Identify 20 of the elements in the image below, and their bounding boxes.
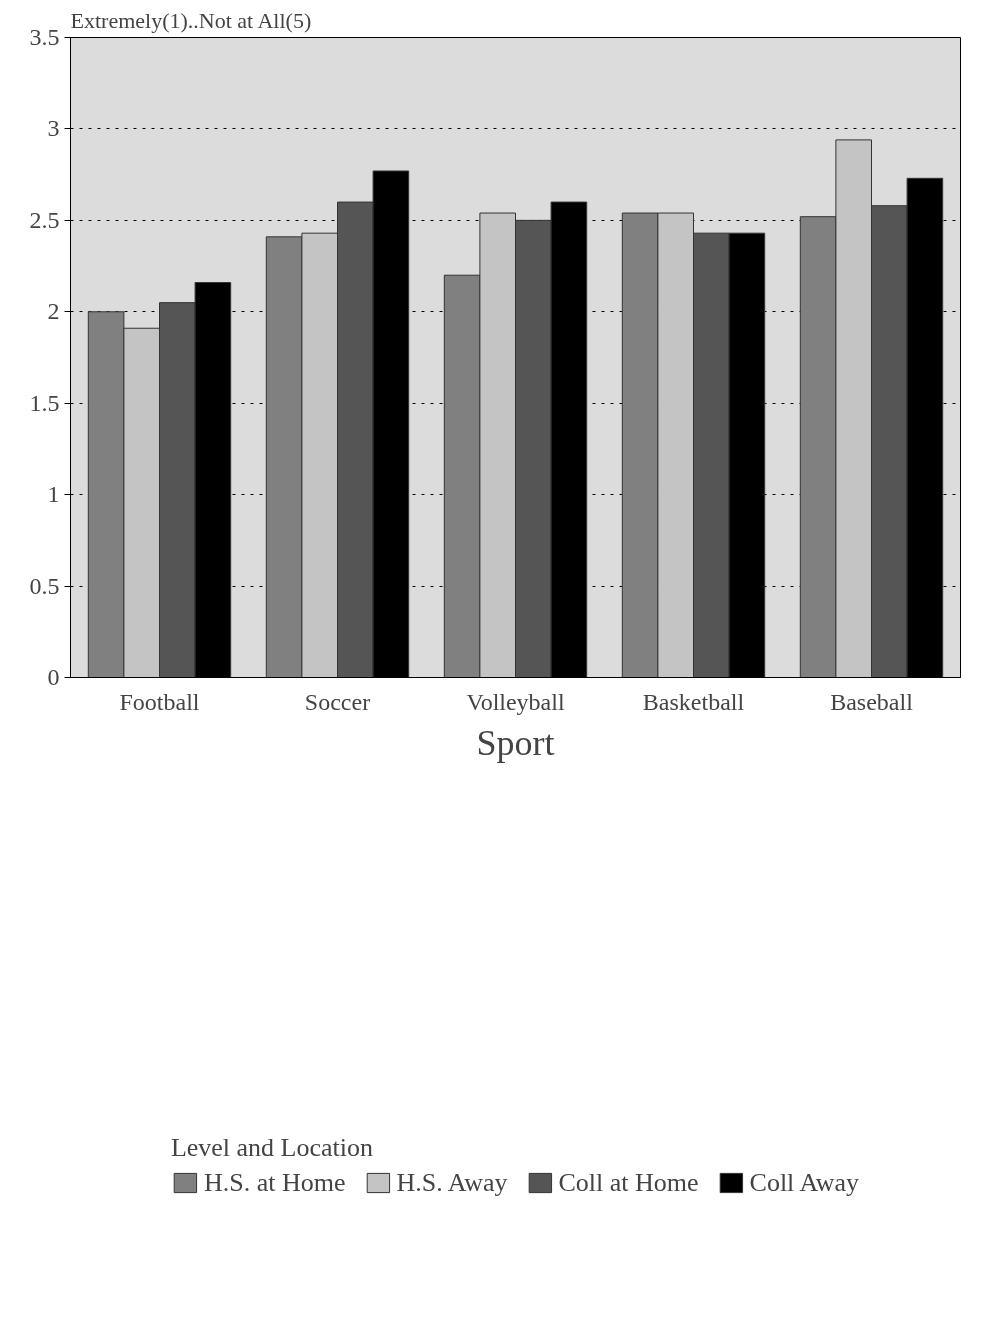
y-tick-label: 2.5 xyxy=(29,206,60,233)
legend-title: Level and Location xyxy=(170,1132,375,1163)
y-tick-label: 3 xyxy=(47,115,60,142)
x-tick-label: Soccer xyxy=(304,688,371,715)
x-tick-label: Volleyball xyxy=(466,688,565,715)
legend-label: Coll Away xyxy=(749,1167,860,1198)
y-tick-label: 3.5 xyxy=(29,24,60,50)
y-tick-label: 0.5 xyxy=(29,572,60,599)
x-tick-label: Basketball xyxy=(642,688,745,715)
x-axis-title: Sport xyxy=(476,722,555,763)
y-tick-label: 0 xyxy=(47,664,60,690)
y-axis-title: Extremely(1)..Not at All(5) xyxy=(70,7,312,33)
y-tick-label: 1 xyxy=(47,481,60,508)
x-tick-label: Football xyxy=(119,688,200,715)
legend-label: H.S. Away xyxy=(396,1167,508,1198)
y-tick-label: 2 xyxy=(47,298,60,325)
legend-label: Coll at Home xyxy=(558,1167,699,1198)
x-tick-label: Baseball xyxy=(830,688,914,715)
y-tick-label: 1.5 xyxy=(29,389,60,416)
legend-label: H.S. at Home xyxy=(203,1167,346,1198)
